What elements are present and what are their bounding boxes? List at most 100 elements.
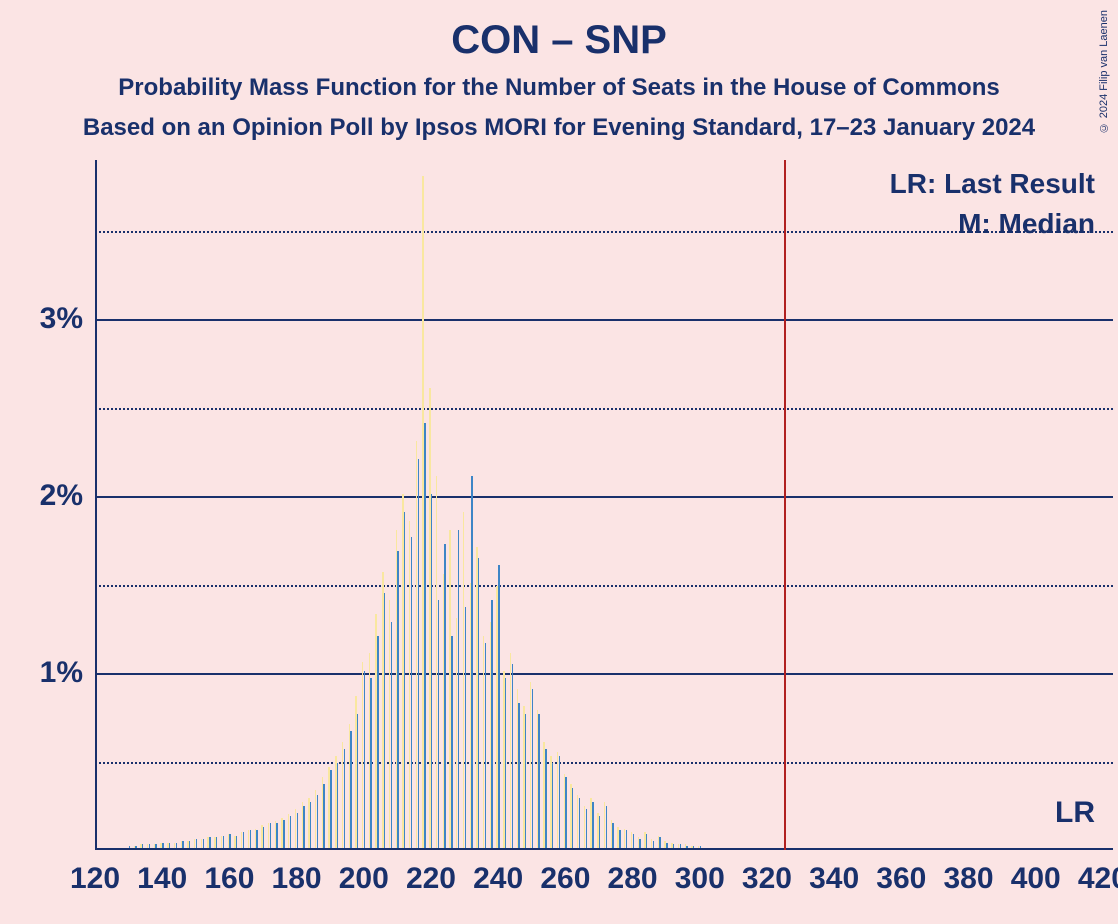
pmf-bar — [303, 806, 304, 848]
pmf-bar — [512, 664, 513, 848]
pmf-bar — [276, 823, 277, 848]
pmf-bar — [189, 841, 190, 848]
x-tick-label: 200 — [339, 862, 389, 896]
pmf-bar — [182, 841, 183, 848]
pmf-bar — [317, 795, 318, 848]
pmf-bar — [633, 834, 634, 848]
x-tick-label: 120 — [70, 862, 120, 896]
chart-subtitle-1: Probability Mass Function for the Number… — [0, 74, 1118, 102]
pmf-bar — [498, 565, 499, 848]
x-tick-label: 380 — [944, 862, 994, 896]
pmf-bar — [216, 837, 217, 848]
pmf-bar — [680, 844, 681, 848]
gridline — [95, 585, 1113, 587]
pmf-bar — [149, 844, 150, 848]
pmf-bar — [525, 714, 526, 848]
pmf-bar — [411, 537, 412, 848]
pmf-bar — [209, 837, 210, 848]
x-axis-line — [95, 848, 1113, 850]
x-tick-label: 160 — [204, 862, 254, 896]
legend-median: M: Median — [958, 208, 1095, 240]
pmf-bar — [518, 703, 519, 848]
pmf-bar — [290, 816, 291, 848]
pmf-bar — [404, 512, 405, 848]
pmf-bar — [666, 843, 667, 848]
x-tick-label: 280 — [608, 862, 658, 896]
pmf-bar — [431, 494, 432, 848]
pmf-bar — [693, 846, 694, 848]
pmf-bar — [545, 749, 546, 848]
pmf-bar — [176, 843, 177, 848]
x-tick-label: 320 — [742, 862, 792, 896]
pmf-bar — [370, 678, 371, 848]
pmf-bar — [458, 530, 459, 848]
pmf-bar — [686, 846, 687, 848]
x-tick-label: 340 — [809, 862, 859, 896]
pmf-bar — [579, 798, 580, 848]
pmf-bar — [572, 788, 573, 848]
x-tick-label: 400 — [1011, 862, 1061, 896]
gridline — [95, 673, 1113, 675]
pmf-bar — [350, 731, 351, 848]
pmf-bar — [532, 689, 533, 848]
pmf-bar — [465, 607, 466, 848]
pmf-bar — [236, 836, 237, 848]
pmf-bar — [646, 834, 647, 848]
pmf-bar — [538, 714, 539, 848]
plot-area: 1%2%3%1201401601802002202402602803003203… — [95, 160, 1113, 850]
pmf-bar — [565, 777, 566, 848]
pmf-bar — [203, 839, 204, 848]
pmf-bar — [639, 839, 640, 848]
y-tick-label: 2% — [13, 479, 83, 513]
pmf-bar — [297, 813, 298, 848]
pmf-bar — [619, 830, 620, 848]
pmf-bar — [310, 802, 311, 848]
pmf-bar — [229, 834, 230, 848]
pmf-bar — [659, 837, 660, 848]
pmf-bar — [243, 832, 244, 848]
pmf-bar — [330, 770, 331, 848]
pmf-bar — [438, 600, 439, 848]
pmf-bar — [478, 558, 479, 848]
pmf-bar — [344, 749, 345, 848]
pmf-bar — [223, 836, 224, 848]
pmf-bar — [357, 714, 358, 848]
pmf-bar — [196, 839, 197, 848]
gridline — [95, 496, 1113, 498]
pmf-bar — [384, 593, 385, 848]
pmf-bar — [323, 784, 324, 848]
pmf-bar — [586, 809, 587, 848]
y-tick-label: 3% — [13, 302, 83, 336]
pmf-bar — [592, 802, 593, 848]
pmf-bar — [673, 844, 674, 848]
pmf-bar — [250, 830, 251, 848]
pmf-bar — [364, 671, 365, 848]
pmf-bar — [471, 476, 472, 848]
y-axis-line — [95, 160, 97, 850]
pmf-bar — [337, 763, 338, 848]
pmf-bar — [700, 846, 701, 848]
pmf-bar — [599, 816, 600, 848]
pmf-bar — [135, 846, 136, 848]
gridline — [95, 319, 1113, 321]
gridline — [95, 762, 1113, 764]
x-tick-label: 360 — [876, 862, 926, 896]
pmf-bar — [424, 423, 425, 848]
pmf-bar — [155, 844, 156, 848]
pmf-bar — [162, 843, 163, 848]
pmf-bar — [377, 636, 378, 848]
x-tick-label: 300 — [675, 862, 725, 896]
chart-title: CON – SNP — [0, 18, 1118, 63]
chart-subtitle-2: Based on an Opinion Poll by Ipsos MORI f… — [0, 114, 1118, 142]
x-tick-label: 180 — [272, 862, 322, 896]
last-result-vline — [784, 160, 786, 850]
pmf-bar — [397, 551, 398, 848]
pmf-bar — [606, 806, 607, 848]
chart-container: © 2024 Filip van Laenen CON – SNP Probab… — [0, 0, 1118, 924]
lr-label: LR — [1055, 796, 1095, 830]
x-tick-label: 240 — [473, 862, 523, 896]
gridline — [95, 408, 1113, 410]
pmf-bar — [559, 756, 560, 848]
legend-last-result: LR: Last Result — [890, 168, 1095, 200]
x-tick-label: 220 — [406, 862, 456, 896]
